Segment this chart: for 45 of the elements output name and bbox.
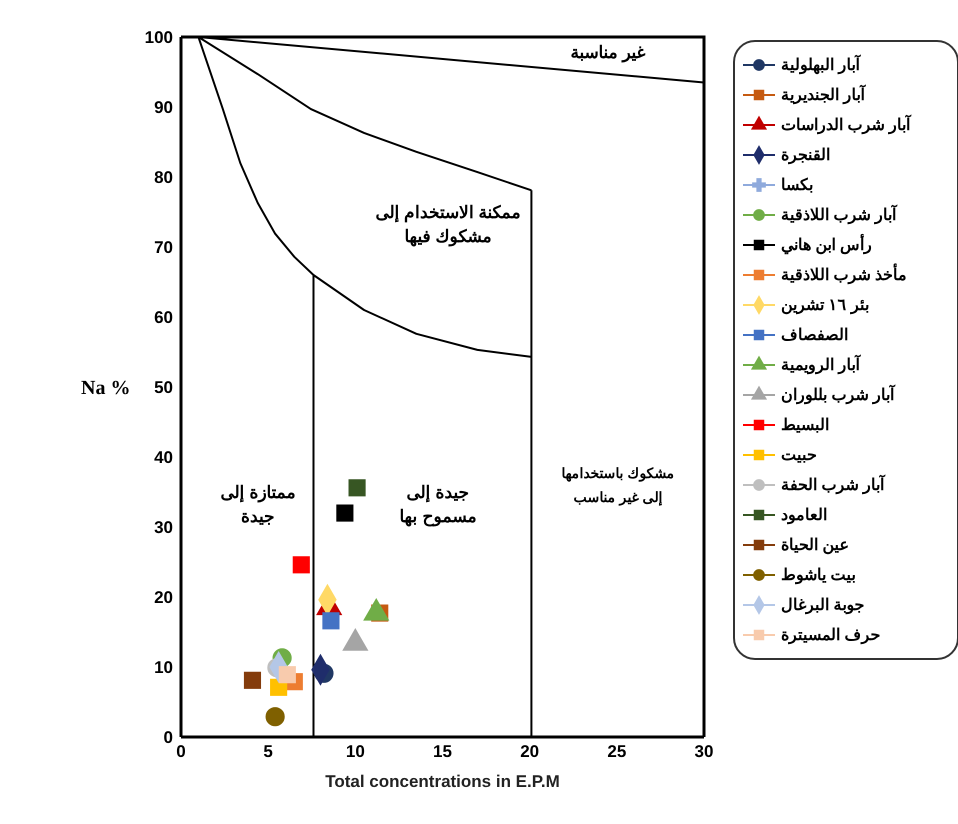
x-axis-title: Total concentrations in E.P.M	[325, 772, 560, 791]
legend-label: آبار البهلولية	[781, 55, 860, 75]
y-tick-label: 100	[144, 28, 173, 48]
annotation: غير مناسبة	[570, 43, 646, 63]
annotation: ممكنة الاستخدام إلى مشكوك فيها	[375, 203, 521, 247]
legend-label: حرف المسيترة	[781, 626, 880, 645]
legend-label: مأخذ شرب اللاذقية	[781, 265, 907, 285]
legend-label: آبار شرب الدراسات	[781, 115, 910, 135]
x-tick-label: 30	[694, 742, 714, 762]
legend-label: حبيت	[781, 446, 817, 465]
y-tick-label: 40	[154, 448, 173, 468]
y-tick-label: 60	[154, 308, 173, 328]
legend-label: بيت ياشوط	[781, 566, 856, 585]
y-tick-label: 20	[154, 588, 173, 608]
legend-label: بئر ١٦ تشرين	[781, 296, 869, 315]
legend-label: الصفصاف	[781, 326, 848, 345]
legend-label: بكسا	[781, 176, 813, 195]
annotation: جيدة إلى مسموح بها	[400, 483, 476, 527]
legend-label: آبار الجنديرية	[781, 85, 864, 105]
x-tick-label: 15	[433, 742, 452, 762]
legend-label: آبار شرب اللاذقية	[781, 205, 896, 225]
y-tick-label: 0	[164, 728, 173, 748]
legend-label: آبار الرويمية	[781, 355, 860, 375]
x-tick-label: 5	[263, 742, 273, 762]
x-tick-label: 25	[607, 742, 626, 762]
legend-label: رأس ابن هاني	[781, 235, 872, 255]
y-tick-label: 90	[154, 98, 173, 118]
legend-label: البسيط	[781, 416, 829, 435]
y-axis-title: Na %	[81, 377, 130, 400]
y-tick-label: 50	[154, 378, 173, 398]
legend-label: عين الحياة	[781, 536, 850, 555]
y-tick-label: 30	[154, 518, 173, 538]
legend-label: العامود	[781, 506, 827, 525]
legend-label: آبار شرب الحفة	[781, 475, 884, 495]
y-tick-label: 70	[154, 238, 173, 258]
annotation: مشكوك باستخدامها إلى غير مناسب	[562, 465, 674, 507]
x-tick-label: 0	[176, 742, 186, 762]
legend-label: جوبة البرغال	[781, 596, 864, 615]
legend-label: القنجرة	[781, 146, 830, 165]
legend-label: آبار شرب بللوران	[781, 385, 894, 405]
y-tick-label: 10	[154, 658, 173, 678]
x-tick-label: 20	[520, 742, 540, 762]
y-tick-label: 80	[154, 168, 173, 188]
x-tick-label: 10	[346, 742, 365, 762]
annotation: ممتازة إلى جيدة	[220, 483, 296, 526]
